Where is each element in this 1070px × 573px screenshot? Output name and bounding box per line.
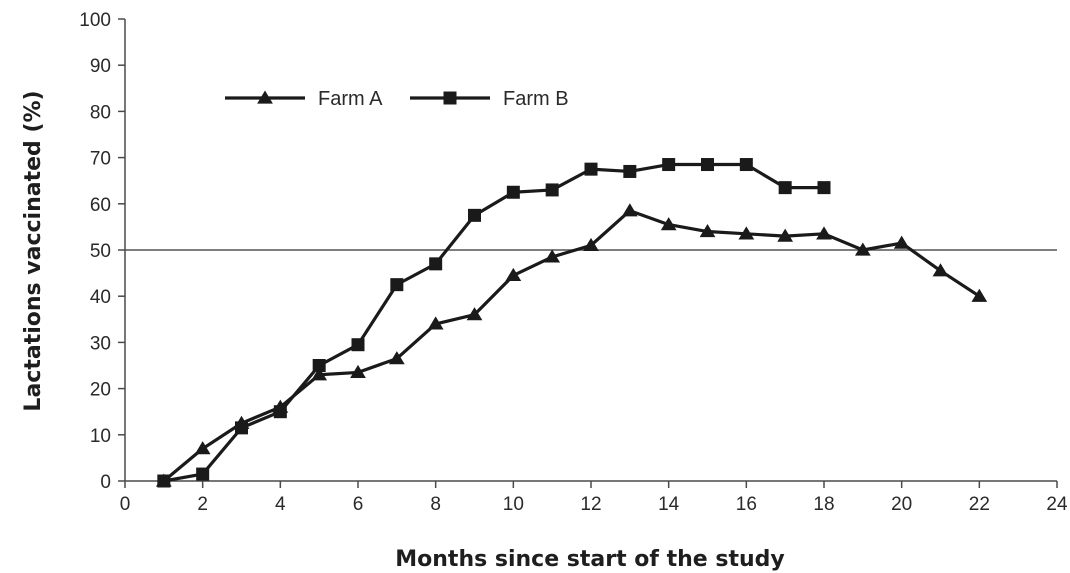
x-tick-label: 22 (969, 494, 990, 515)
x-axis-title: Months since start of the study (395, 547, 784, 572)
legend-item-farm-a: Farm A (225, 88, 383, 110)
data-point-farm-b (623, 164, 637, 178)
data-point-farm-a (971, 288, 988, 302)
legend-marker-square (443, 91, 457, 105)
x-tick-label: 10 (503, 494, 524, 515)
data-point-farm-a (660, 217, 677, 231)
data-point-farm-b (701, 158, 714, 172)
x-tick-label: 4 (275, 494, 286, 515)
x-tick-label: 0 (120, 494, 131, 515)
data-point-farm-b (196, 467, 210, 481)
data-point-farm-a (777, 228, 794, 242)
data-point-farm-b (429, 257, 443, 271)
data-point-farm-a (932, 263, 949, 277)
data-point-farm-b (506, 185, 520, 199)
data-point-farm-b (545, 183, 559, 197)
legend-marker-triangle (257, 90, 273, 104)
data-point-farm-b (390, 278, 404, 292)
data-point-farm-b (157, 474, 171, 488)
data-point-farm-a (466, 307, 483, 321)
data-point-farm-b (235, 421, 248, 435)
data-point-farm-a (427, 316, 444, 330)
y-tick-label: 90 (90, 56, 111, 77)
legend-label: Farm B (503, 88, 569, 110)
x-tick-label: 16 (736, 494, 757, 515)
series-farm-a (155, 203, 988, 487)
data-point-farm-a (311, 367, 328, 381)
data-point-farm-b (778, 181, 792, 195)
data-point-farm-b (351, 338, 365, 352)
data-point-farm-a (194, 441, 211, 455)
y-tick-label: 30 (90, 333, 111, 354)
data-point-farm-a (350, 364, 366, 379)
data-point-farm-b (739, 158, 753, 172)
data-point-farm-b (312, 359, 326, 372)
data-point-farm-a (505, 267, 522, 282)
data-point-farm-a (816, 226, 832, 240)
data-point-farm-a (388, 351, 405, 365)
y-tick-label: 20 (90, 380, 111, 401)
data-point-farm-b (273, 405, 287, 419)
x-tick-label: 24 (1046, 494, 1068, 515)
legend-label: Farm A (318, 88, 383, 110)
data-point-farm-b (584, 162, 598, 176)
data-point-farm-b (662, 158, 676, 172)
series-line-farm-b (163, 162, 824, 483)
y-tick-label: 10 (90, 426, 111, 447)
y-tick-label: 40 (90, 287, 111, 308)
data-point-farm-a (738, 226, 755, 240)
y-tick-label: 50 (90, 241, 111, 262)
y-tick-label: 60 (90, 195, 111, 216)
data-point-farm-a (854, 242, 871, 256)
x-tick-label: 8 (430, 494, 441, 515)
series-group (155, 158, 988, 488)
y-tick-label: 100 (79, 10, 111, 31)
data-point-farm-b (468, 208, 481, 222)
legend-item-farm-b: Farm B (410, 88, 569, 110)
x-tick-label: 18 (813, 494, 834, 515)
series-line-farm-a (162, 209, 981, 483)
x-tick-label: 20 (891, 494, 912, 515)
data-point-farm-a (583, 237, 599, 252)
data-point-farm-a (699, 224, 716, 238)
data-point-farm-a (621, 203, 638, 217)
y-axis-title: Lactations vaccinated (%) (21, 90, 46, 411)
x-tick-label: 6 (353, 494, 364, 515)
data-point-farm-a (893, 235, 910, 249)
data-point-farm-a (544, 249, 561, 263)
series-farm-b (157, 158, 831, 488)
legend: Farm A Farm B (225, 88, 569, 110)
x-tick-label: 2 (197, 494, 208, 515)
x-tick-label: 12 (580, 494, 601, 515)
y-tick-label: 0 (100, 472, 111, 493)
y-tick-label: 80 (90, 102, 111, 123)
data-point-farm-b (817, 181, 831, 195)
x-tick-label: 14 (658, 494, 680, 515)
y-tick-label: 70 (90, 149, 111, 170)
